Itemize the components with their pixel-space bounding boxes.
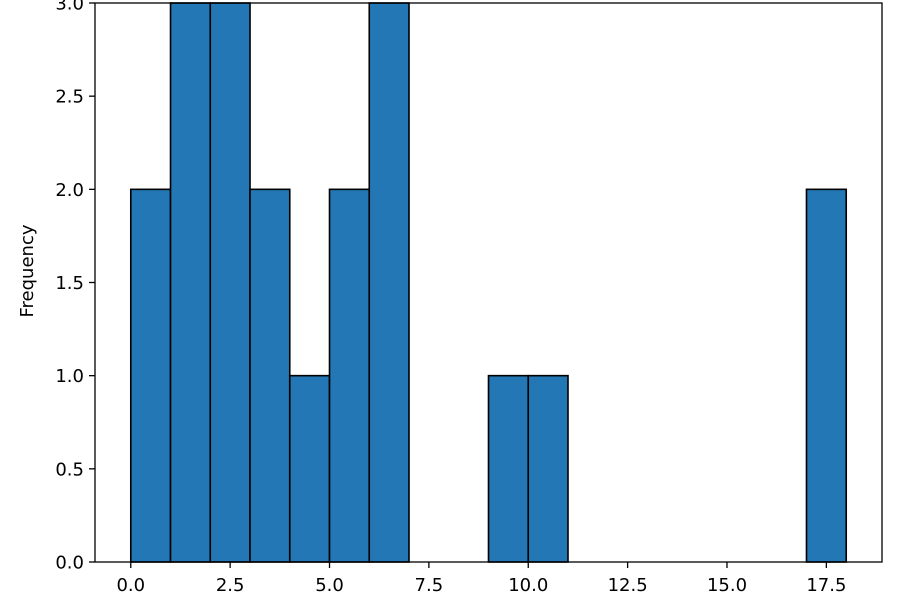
histogram-bar-3 — [249, 188, 291, 563]
histogram-bar-4 — [288, 374, 331, 563]
y-tick-label: 2.0 — [55, 180, 84, 201]
y-tick-label: 0.5 — [55, 459, 84, 480]
y-axis-label: Frequency — [17, 224, 38, 317]
x-tick-label: 12.5 — [608, 575, 648, 596]
x-tick-label: 7.5 — [415, 575, 444, 596]
y-tick-label: 2.5 — [55, 87, 84, 108]
x-tick-label: 2.5 — [216, 575, 245, 596]
histogram-bar-17 — [805, 188, 848, 563]
x-tick-label: 0.0 — [116, 575, 145, 596]
histogram-bar-6 — [368, 2, 410, 563]
x-tick-label: 10.0 — [508, 575, 548, 596]
histogram-bar-5 — [328, 188, 371, 563]
axes-group: 0.0 2.5 5.0 7.5 10.0 12.5 15.0 17.5 0.0 0.5 1.0 1.5… — [55, 0, 883, 596]
bars-group — [129, 2, 848, 563]
histogram-bar-2 — [209, 2, 251, 563]
histogram-bar-0 — [129, 188, 172, 563]
x-tick-label: 5.0 — [315, 575, 344, 596]
y-tick-label: 3.0 — [55, 0, 84, 15]
x-tick-label: 15.0 — [707, 575, 747, 596]
x-tick-label: 17.5 — [806, 575, 846, 596]
histogram-bar-1 — [169, 2, 212, 563]
y-tick-label: 1.5 — [55, 273, 84, 294]
y-tick-label: 0.0 — [55, 553, 84, 574]
histogram-bar-9 — [487, 374, 530, 563]
histogram-bar-10 — [527, 374, 569, 563]
y-tick-label: 1.0 — [55, 366, 84, 387]
